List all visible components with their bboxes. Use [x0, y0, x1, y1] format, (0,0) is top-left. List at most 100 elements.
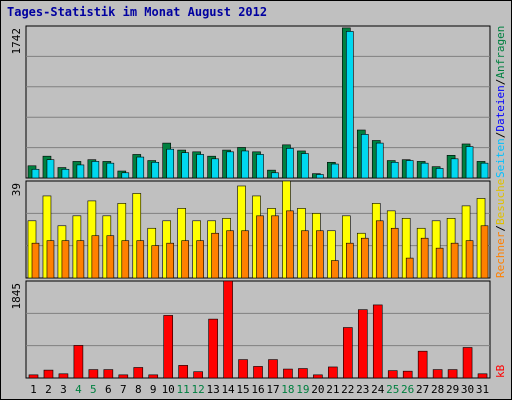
kbytes-bar-day-4 — [73, 345, 84, 379]
kbytes-bar-day-8 — [133, 367, 144, 379]
panel-3-frame — [25, 280, 491, 379]
kbytes-bar-day-17 — [268, 359, 278, 379]
kbytes-bar-day-6 — [103, 369, 114, 379]
x-tick-day-14: 14 — [221, 383, 235, 396]
x-tick-day-8: 8 — [135, 383, 142, 396]
kbytes-bar-day-29 — [447, 369, 458, 379]
files-bar-day-28 — [435, 168, 444, 179]
files-bar-day-19 — [301, 153, 309, 179]
kbytes-bar-day-12 — [193, 371, 203, 379]
kbytes-bar-day-25 — [387, 370, 398, 379]
sites-bar-day-9 — [151, 245, 160, 279]
legend-label: Seiten — [494, 138, 507, 178]
kbytes-bar-day-2 — [43, 369, 54, 379]
files-bar-day-16 — [256, 154, 264, 179]
x-tick-day-21: 21 — [326, 383, 339, 396]
sites-bar-day-28 — [435, 247, 444, 279]
files-bar-day-22 — [346, 31, 354, 179]
files-bar-day-14 — [226, 151, 234, 179]
legend-label: Besuche — [494, 179, 507, 225]
files-bar-day-2 — [46, 159, 55, 179]
x-tick-day-30: 30 — [461, 383, 474, 396]
x-tick-day-20: 20 — [311, 383, 324, 396]
files-bar-day-21 — [331, 163, 339, 179]
panel-2-series-legend: Rechner/Besuche — [494, 179, 507, 278]
chart-title: Tages-Statistik im Monat August 2012 — [7, 5, 268, 19]
sites-bar-day-26 — [405, 257, 414, 279]
kbytes-bar-day-5 — [88, 369, 99, 379]
kbytes-bar-day-9 — [148, 374, 159, 379]
kbytes-bar-day-21 — [328, 366, 338, 379]
files-bar-day-27 — [420, 162, 429, 179]
legend-label: Anfragen — [494, 26, 507, 79]
files-bar-day-12 — [196, 154, 204, 179]
x-tick-day-13: 13 — [206, 383, 219, 396]
legend-label: Rechner — [494, 231, 507, 278]
x-tick-day-29: 29 — [446, 383, 459, 396]
files-bar-day-31 — [480, 162, 489, 179]
files-bar-day-11 — [181, 152, 189, 179]
kbytes-bar-day-26 — [402, 370, 413, 379]
sites-bar-day-12 — [196, 240, 204, 279]
sites-bar-day-18 — [286, 210, 294, 279]
kbytes-bar-day-24 — [372, 304, 383, 379]
kbytes-bar-day-31 — [477, 373, 488, 379]
files-bar-day-15 — [241, 150, 249, 179]
x-tick-day-23: 23 — [356, 383, 369, 396]
files-bar-day-20 — [316, 174, 324, 179]
sites-bar-day-4 — [76, 240, 85, 279]
sites-bar-day-27 — [420, 237, 429, 279]
legend-label: Dateien — [494, 85, 507, 131]
panel-3-series-legend: kB — [494, 364, 507, 378]
sites-bar-day-25 — [390, 227, 399, 279]
sites-bar-day-8 — [136, 240, 145, 279]
sites-bar-day-10 — [166, 242, 175, 279]
x-tick-day-31: 31 — [476, 383, 489, 396]
panel-1-y-max-label: 1742 — [10, 28, 23, 55]
sites-bar-day-6 — [106, 235, 115, 279]
x-tick-day-28: 28 — [431, 383, 444, 396]
kbytes-bar-day-22 — [343, 327, 353, 379]
sites-bar-day-31 — [480, 225, 489, 279]
x-tick-day-4: 4 — [75, 383, 82, 396]
sites-bar-day-16 — [256, 215, 264, 279]
x-tick-day-27: 27 — [416, 383, 429, 396]
files-bar-day-29 — [450, 158, 459, 179]
sites-bar-day-13 — [211, 232, 219, 279]
x-tick-day-1: 1 — [30, 383, 37, 396]
files-bar-day-3 — [61, 168, 70, 179]
sites-bar-day-20 — [316, 230, 324, 279]
sites-bar-day-3 — [61, 240, 70, 279]
files-bar-day-6 — [106, 162, 115, 179]
x-tick-day-6: 6 — [105, 383, 112, 396]
kbytes-bar-day-1 — [28, 374, 39, 379]
x-tick-day-26: 26 — [401, 383, 414, 396]
kbytes-bar-day-3 — [58, 373, 69, 379]
x-tick-day-5: 5 — [90, 383, 97, 396]
files-bar-day-9 — [151, 161, 160, 179]
sites-bar-day-14 — [226, 230, 234, 279]
sites-bar-day-11 — [181, 240, 189, 279]
x-tick-day-24: 24 — [371, 383, 385, 396]
legend-label: / — [494, 79, 507, 86]
files-bar-day-18 — [286, 148, 294, 179]
kbytes-bar-day-18 — [283, 368, 293, 379]
sites-bar-day-23 — [360, 237, 369, 279]
kbytes-bar-day-14 — [223, 280, 233, 379]
files-bar-day-5 — [91, 161, 100, 179]
sites-bar-day-17 — [271, 215, 279, 279]
sites-bar-day-29 — [450, 242, 459, 279]
x-tick-day-18: 18 — [281, 383, 294, 396]
kbytes-bar-day-11 — [178, 365, 188, 379]
files-bar-day-25 — [390, 161, 399, 179]
panel-2-y-max-label: 39 — [10, 183, 23, 196]
sites-bar-day-24 — [375, 220, 384, 279]
x-tick-day-9: 9 — [150, 383, 157, 396]
x-tick-day-15: 15 — [236, 383, 249, 396]
files-bar-day-1 — [31, 168, 40, 179]
x-tick-day-22: 22 — [341, 383, 354, 396]
x-tick-day-19: 19 — [296, 383, 309, 396]
files-bar-day-26 — [405, 160, 414, 179]
